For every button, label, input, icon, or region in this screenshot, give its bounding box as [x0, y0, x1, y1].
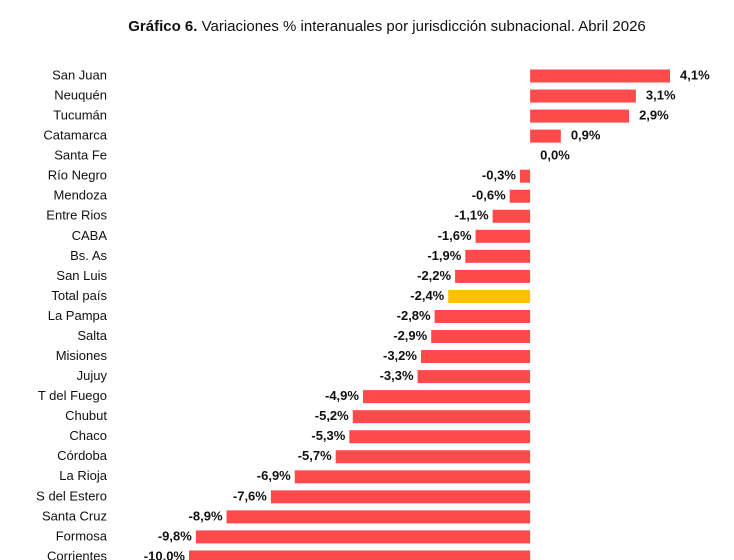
value-label: 3,1% [646, 87, 676, 102]
value-label: -5,7% [298, 448, 332, 463]
value-label: -5,2% [315, 408, 349, 423]
value-label: -0,6% [472, 188, 506, 203]
bar [362, 390, 531, 404]
value-label: -2,8% [397, 308, 431, 323]
value-label: -2,2% [417, 268, 451, 283]
category-label: Total país [51, 288, 107, 303]
value-label: 0,9% [571, 128, 601, 143]
value-label: 2,9% [639, 108, 669, 123]
value-label: -2,9% [393, 328, 427, 343]
value-label: -7,6% [233, 488, 267, 503]
category-label: Catamarca [43, 128, 107, 143]
category-label: Córdoba [57, 448, 108, 463]
bar [530, 69, 670, 83]
category-label: CABA [72, 228, 108, 243]
bar [465, 249, 531, 263]
value-label: -4,9% [325, 388, 359, 403]
category-label: La Rioja [59, 468, 107, 483]
category-label: S del Estero [36, 488, 107, 503]
value-label: -9,8% [158, 528, 192, 543]
bar [434, 309, 531, 323]
bar [475, 229, 531, 243]
category-label: Tucumán [53, 108, 107, 123]
category-label: Misiones [56, 348, 108, 363]
value-label: -0,3% [482, 168, 516, 183]
bar [530, 109, 630, 123]
bar [530, 129, 561, 143]
category-label: Formosa [56, 528, 108, 543]
value-label: -2,4% [410, 288, 444, 303]
category-label: Corrientes [47, 548, 107, 560]
title-label: Gráfico 6. [128, 18, 197, 35]
bar [195, 530, 531, 544]
category-label: Salta [77, 328, 107, 343]
bar [417, 370, 531, 384]
bar [455, 269, 531, 283]
category-label: Entre Rios [46, 208, 107, 223]
value-label: -10,0% [144, 548, 186, 560]
category-label: San Luis [56, 268, 107, 283]
category-label: Mendoza [54, 188, 108, 203]
bar [349, 430, 531, 444]
bar [448, 289, 531, 303]
bar [530, 89, 636, 103]
category-label: La Pampa [48, 308, 108, 323]
bar [509, 189, 531, 203]
value-label: -1,9% [427, 248, 461, 263]
value-label: 4,1% [680, 67, 710, 82]
value-label: -6,9% [257, 468, 291, 483]
value-label: -8,9% [189, 508, 223, 523]
category-label: Chaco [69, 428, 107, 443]
category-label: San Juan [52, 67, 107, 82]
bar [352, 410, 531, 424]
bar [294, 470, 531, 484]
bar [519, 169, 531, 183]
title-text: Variaciones % interanuales por jurisdicc… [202, 18, 646, 35]
bar [189, 550, 531, 560]
category-label: Santa Fe [54, 148, 107, 163]
value-label: -1,6% [438, 228, 472, 243]
value-label: 0,0% [540, 148, 570, 163]
chart-title: Gráfico 6. Variaciones % interanuales po… [128, 18, 646, 35]
value-label: -3,2% [383, 348, 417, 363]
category-label: Santa Cruz [42, 508, 107, 523]
bar [420, 350, 531, 364]
category-label: Chubut [65, 408, 107, 423]
category-label: T del Fuego [38, 388, 107, 403]
bar [492, 209, 531, 223]
bar [270, 490, 531, 504]
category-label: Río Negro [48, 168, 107, 183]
value-label: -5,3% [311, 428, 345, 443]
category-label: Jujuy [77, 368, 108, 383]
category-label: Bs. As [70, 248, 107, 263]
bar [431, 330, 531, 344]
value-label: -1,1% [455, 208, 489, 223]
bar [335, 450, 531, 464]
category-label: Neuquén [54, 87, 107, 102]
bar [226, 510, 531, 524]
value-label: -3,3% [380, 368, 414, 383]
